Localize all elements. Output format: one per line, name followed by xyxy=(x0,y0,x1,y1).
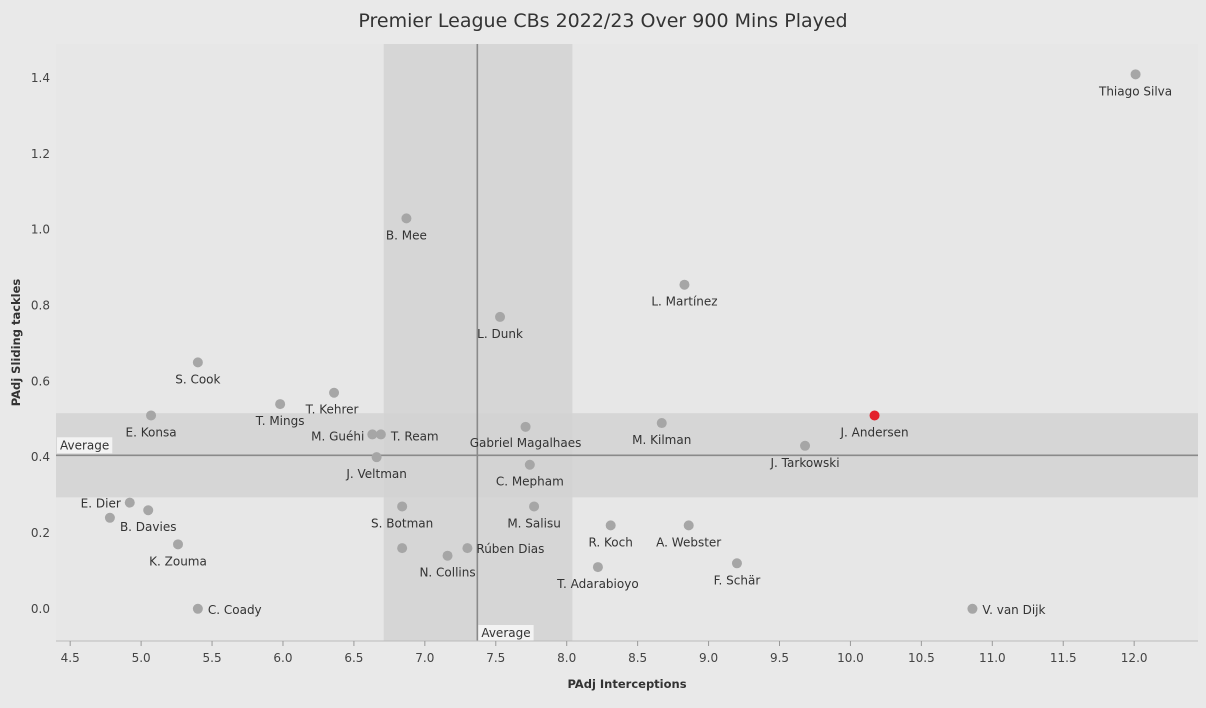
data-point xyxy=(592,562,603,573)
data-point xyxy=(967,603,978,614)
x-tick-label: 10.0 xyxy=(837,651,864,665)
x-tick-label: 8.5 xyxy=(628,651,647,665)
data-point xyxy=(520,421,531,432)
x-average-label: Average xyxy=(481,626,530,640)
data-point xyxy=(495,311,506,322)
point-label: Rúben Dias xyxy=(476,542,544,556)
data-point xyxy=(679,279,690,290)
plot-area xyxy=(56,44,1198,641)
x-tick-label: 6.0 xyxy=(273,651,292,665)
data-point xyxy=(605,520,616,531)
x-tick-label: 9.5 xyxy=(770,651,789,665)
x-tick-label: 5.5 xyxy=(203,651,222,665)
chart-title: Premier League CBs 2022/23 Over 900 Mins… xyxy=(358,10,848,32)
x-tick-label: 11.5 xyxy=(1050,651,1077,665)
data-point xyxy=(800,440,811,451)
y-axis-title: PAdj Sliding tackles xyxy=(9,279,23,407)
point-label: M. Guéhi xyxy=(311,429,364,443)
y-tick-label: 1.2 xyxy=(31,147,50,161)
y-tick-label: 0.2 xyxy=(31,526,50,540)
point-label: N. Collins xyxy=(419,566,475,580)
point-label: B. Mee xyxy=(386,228,427,242)
data-point xyxy=(192,357,203,368)
data-point xyxy=(371,452,382,463)
point-label: Gabriel Magalhaes xyxy=(470,436,582,450)
point-label: C. Mepham xyxy=(496,475,564,489)
data-point xyxy=(524,459,535,470)
y-tick-label: 1.4 xyxy=(31,71,50,85)
point-label: Thiago Silva xyxy=(1098,84,1172,98)
point-label: T. Ream xyxy=(390,429,439,443)
x-average-label-box xyxy=(478,625,534,641)
point-label: J. Veltman xyxy=(345,467,407,481)
point-label: V. van Dijk xyxy=(982,603,1045,617)
data-point xyxy=(173,539,184,550)
x-tick-label: 7.0 xyxy=(415,651,434,665)
x-tick-label: 8.0 xyxy=(557,651,576,665)
y-average-label-box xyxy=(57,437,113,454)
x-axis-title: PAdj Interceptions xyxy=(567,677,686,691)
point-label: L. Martínez xyxy=(651,295,717,309)
y-tick-label: 1.0 xyxy=(31,223,50,237)
data-point xyxy=(1130,69,1141,80)
highlight-point xyxy=(869,410,880,421)
point-label: M. Kilman xyxy=(632,433,691,447)
data-point xyxy=(143,505,154,516)
data-point xyxy=(397,543,408,554)
x-tick-label: 6.5 xyxy=(344,651,363,665)
point-label: F. Schär xyxy=(714,573,761,587)
data-point xyxy=(375,429,386,440)
data-point xyxy=(529,501,540,512)
data-point xyxy=(124,497,135,508)
data-point xyxy=(442,550,453,561)
x-tick-label: 10.5 xyxy=(908,651,935,665)
x-tick-label: 9.0 xyxy=(699,651,718,665)
data-point xyxy=(329,387,340,398)
point-label: K. Zouma xyxy=(149,554,207,568)
data-point xyxy=(397,501,408,512)
point-label: T. Kehrer xyxy=(305,403,359,417)
y-tick-label: 0.0 xyxy=(31,602,50,616)
data-point xyxy=(104,512,115,523)
point-label: T. Mings xyxy=(255,414,305,428)
y-tick-label: 0.4 xyxy=(31,450,50,464)
data-point xyxy=(367,429,378,440)
data-point xyxy=(146,410,157,421)
point-label: S. Cook xyxy=(175,372,220,386)
x-tick-label: 5.0 xyxy=(132,651,151,665)
x-tick-label: 11.0 xyxy=(979,651,1006,665)
point-label: A. Webster xyxy=(656,535,721,549)
point-label: J. Tarkowski xyxy=(770,456,840,470)
data-point xyxy=(683,520,694,531)
data-point xyxy=(731,558,742,569)
x-tick-label: 7.5 xyxy=(486,651,505,665)
data-point xyxy=(462,543,473,554)
point-label: B. Davies xyxy=(120,520,177,534)
data-point xyxy=(192,603,203,614)
x-tick-label: 4.5 xyxy=(61,651,80,665)
point-label: R. Koch xyxy=(589,535,633,549)
point-label: T. Adarabioyo xyxy=(556,577,639,591)
point-label: S. Botman xyxy=(371,516,433,530)
point-label: J. Andersen xyxy=(839,425,908,439)
y-tick-label: 0.6 xyxy=(31,374,50,388)
data-point xyxy=(275,399,286,410)
y-average-label: Average xyxy=(60,438,109,452)
x-tick-label: 12.0 xyxy=(1121,651,1148,665)
point-label: M. Salisu xyxy=(507,516,560,530)
data-point xyxy=(656,418,667,429)
point-label: E. Dier xyxy=(81,497,121,511)
y-tick-label: 0.8 xyxy=(31,299,50,313)
point-label: E. Konsa xyxy=(126,425,177,439)
point-label: L. Dunk xyxy=(477,327,523,341)
data-point xyxy=(401,213,412,224)
point-label: C. Coady xyxy=(208,603,262,617)
